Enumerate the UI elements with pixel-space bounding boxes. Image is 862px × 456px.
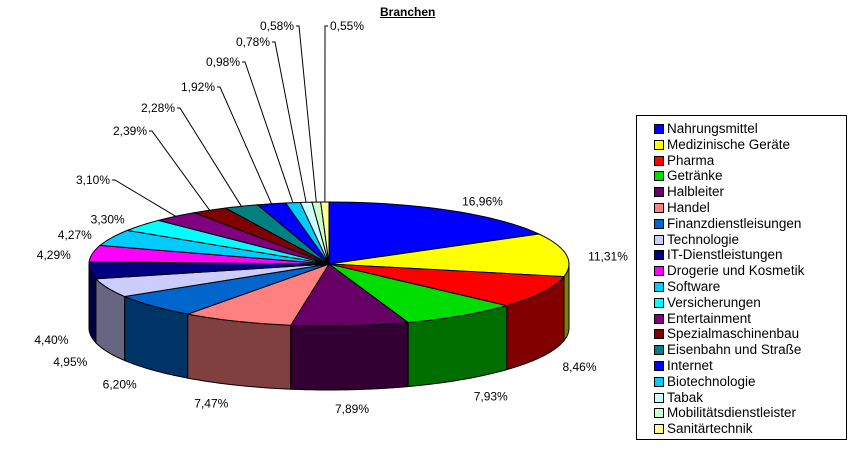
slice-10 [98, 229, 330, 265]
data-label-7: 4,95% [53, 355, 87, 369]
legend-label: Tabak [667, 389, 704, 405]
legend-swatch [654, 392, 664, 403]
slice-1 [328, 233, 570, 278]
slice-4 [289, 263, 410, 327]
legend-swatch [654, 376, 664, 387]
slice-8 [88, 261, 330, 280]
legend-swatch [654, 139, 664, 150]
legend-swatch [654, 171, 664, 182]
leader-line-15 [217, 86, 272, 205]
slice-side-5 [187, 313, 292, 390]
legend-label: Sanitärtechnik [667, 421, 753, 437]
legend-label: Handel [667, 200, 710, 215]
slice-19 [320, 201, 330, 265]
legend-label: Mobilitätsdienstleister [667, 405, 797, 421]
slice-6 [122, 263, 330, 315]
legend-label: Technologie [667, 231, 740, 247]
slice-16 [284, 201, 330, 265]
legend: Nahrungsmittel Medizinische Geräte Pharma G… [636, 115, 847, 440]
data-label-16: 0,98% [206, 55, 240, 69]
legend-label: Spezialmaschinenbau [667, 326, 800, 342]
leader-line-18 [296, 25, 317, 203]
legend-swatch [654, 155, 664, 166]
slice-15 [256, 202, 330, 265]
legend-swatch [654, 124, 664, 134]
leader-line-19 [324, 25, 328, 203]
data-label-9: 4,29% [37, 248, 71, 262]
data-label-4: 7,89% [335, 402, 369, 416]
data-label-18: 0,58% [260, 19, 294, 33]
data-label-1: 11,31% [588, 249, 628, 263]
data-label-13: 2,39% [113, 124, 147, 138]
legend-swatch [654, 361, 664, 371]
legend-swatch [654, 187, 664, 198]
data-label-19: 0,55% [330, 19, 364, 33]
legend-label: Medizinische Geräte [667, 136, 791, 152]
chart-title: Branchen [380, 5, 436, 19]
legend-label: Halbleiter [667, 184, 725, 200]
legend-swatch [654, 266, 664, 277]
data-label-14: 2,28% [141, 101, 175, 115]
legend-swatch [654, 329, 664, 340]
slice-13 [192, 207, 330, 265]
slice-3 [328, 263, 507, 324]
legend-label: Drogerie und Kosmetik [667, 263, 805, 279]
slice-2 [328, 263, 566, 307]
leader-line-13 [149, 130, 211, 211]
legend-label: Biotechnologie [667, 373, 756, 389]
leader-line-14 [177, 107, 242, 207]
data-label-5: 7,47% [194, 397, 228, 411]
legend-swatch [654, 345, 664, 356]
legend-swatch [654, 282, 664, 292]
legend-label: Internet [667, 358, 713, 373]
data-label-11: 3,30% [91, 213, 125, 227]
legend-label: Getränke [667, 168, 723, 184]
data-label-2: 8,46% [563, 360, 597, 374]
legend-swatch [654, 203, 664, 213]
legend-label: Software [667, 279, 721, 294]
legend-label: Nahrungsmittel [667, 121, 758, 136]
legend-swatch [654, 408, 664, 419]
slice-5 [185, 263, 331, 326]
legend-label: IT-Dienstleistungen [667, 247, 783, 263]
slice-side-4 [290, 321, 409, 391]
legend-label: Pharma [667, 152, 715, 168]
data-label-15: 1,92% [181, 80, 215, 94]
legend-swatch [654, 250, 664, 261]
data-label-17: 0,78% [236, 35, 270, 49]
legend-label: Versicherungen [667, 294, 761, 310]
leader-line-16 [242, 61, 294, 203]
data-label-3: 7,93% [474, 390, 508, 404]
legend-label: Entertainment [667, 310, 752, 326]
legend-swatch [654, 218, 664, 229]
legend-label: Finanzdienstleisungen [667, 215, 802, 231]
legend-swatch [654, 313, 664, 324]
slice-0 [328, 201, 541, 265]
legend-swatch [654, 424, 664, 435]
data-label-10: 4,27% [58, 228, 92, 242]
data-label-12: 3,10% [76, 173, 110, 187]
leader-line-17 [272, 41, 307, 203]
data-label-8: 4,40% [34, 333, 68, 347]
leader-line-12 [112, 179, 176, 217]
data-label-6: 6,20% [103, 378, 137, 392]
legend-label: Eisenbahn und Straße [667, 342, 802, 358]
data-label-0: 16,96% [462, 194, 503, 208]
slice-7 [94, 263, 330, 298]
slice-11 [125, 219, 330, 265]
legend-swatch [654, 234, 664, 245]
legend-swatch [654, 297, 664, 308]
